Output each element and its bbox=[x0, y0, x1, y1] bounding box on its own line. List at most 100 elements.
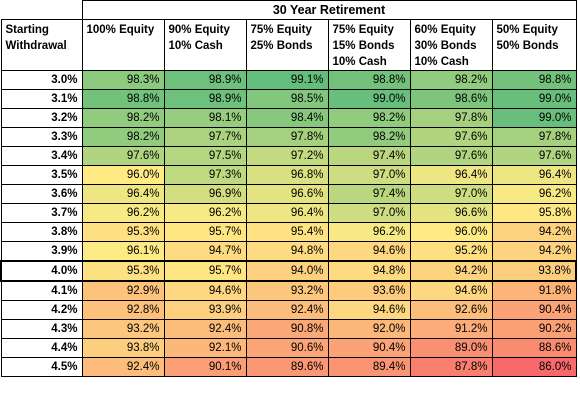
withdrawal-rate-cell[interactable]: 3.2% bbox=[0, 108, 83, 128]
success-rate-cell[interactable]: 96.0% bbox=[81, 165, 165, 185]
withdrawal-rate-cell[interactable]: 3.6% bbox=[0, 184, 83, 204]
success-rate-cell[interactable]: 98.4% bbox=[245, 108, 329, 128]
success-rate-cell[interactable]: 96.2% bbox=[327, 222, 411, 242]
success-rate-cell[interactable]: 92.6% bbox=[409, 300, 493, 320]
withdrawal-rate-cell[interactable]: 4.4% bbox=[0, 338, 83, 358]
success-rate-cell[interactable]: 94.6% bbox=[409, 280, 493, 301]
success-rate-cell[interactable]: 91.8% bbox=[491, 280, 577, 301]
success-rate-cell[interactable]: 96.2% bbox=[81, 203, 165, 223]
success-rate-cell[interactable]: 90.6% bbox=[245, 338, 329, 358]
success-rate-cell[interactable]: 94.8% bbox=[327, 260, 411, 282]
success-rate-cell[interactable]: 95.4% bbox=[245, 222, 329, 242]
success-rate-cell[interactable]: 96.6% bbox=[409, 203, 493, 223]
success-rate-cell[interactable]: 94.2% bbox=[409, 260, 493, 282]
success-rate-cell[interactable]: 92.0% bbox=[327, 319, 411, 339]
table-title[interactable]: 30 Year Retirement bbox=[81, 0, 577, 20]
success-rate-cell[interactable]: 96.2% bbox=[163, 203, 247, 223]
success-rate-cell[interactable]: 93.2% bbox=[81, 319, 165, 339]
success-rate-cell[interactable]: 94.8% bbox=[245, 241, 329, 262]
success-rate-cell[interactable]: 99.0% bbox=[491, 108, 577, 128]
success-rate-cell[interactable]: 93.6% bbox=[327, 280, 411, 301]
success-rate-cell[interactable]: 94.6% bbox=[327, 300, 411, 320]
success-rate-cell[interactable]: 92.4% bbox=[81, 357, 165, 377]
success-rate-cell[interactable]: 96.2% bbox=[491, 184, 577, 204]
success-rate-cell[interactable]: 97.3% bbox=[163, 165, 247, 185]
success-rate-cell[interactable]: 89.6% bbox=[245, 357, 329, 377]
success-rate-cell[interactable]: 98.8% bbox=[81, 89, 165, 109]
success-rate-cell[interactable]: 95.3% bbox=[81, 260, 165, 282]
header-allocation-3[interactable]: 75% Equity 25% Bonds bbox=[245, 19, 329, 71]
success-rate-cell[interactable]: 95.2% bbox=[409, 241, 493, 262]
success-rate-cell[interactable]: 97.0% bbox=[327, 165, 411, 185]
success-rate-cell[interactable]: 92.4% bbox=[163, 319, 247, 339]
success-rate-cell[interactable]: 92.9% bbox=[81, 280, 165, 301]
header-allocation-6[interactable]: 50% Equity 50% Bonds bbox=[491, 19, 577, 71]
success-rate-cell[interactable]: 96.8% bbox=[245, 165, 329, 185]
success-rate-cell[interactable]: 97.0% bbox=[409, 184, 493, 204]
success-rate-cell[interactable]: 97.7% bbox=[163, 127, 247, 147]
withdrawal-rate-cell[interactable]: 3.5% bbox=[0, 165, 83, 185]
success-rate-cell[interactable]: 98.9% bbox=[163, 70, 247, 90]
success-rate-cell[interactable]: 92.4% bbox=[245, 300, 329, 320]
withdrawal-rate-cell[interactable]: 3.0% bbox=[0, 70, 83, 90]
success-rate-cell[interactable]: 97.5% bbox=[163, 146, 247, 166]
success-rate-cell[interactable]: 98.9% bbox=[163, 89, 247, 109]
success-rate-cell[interactable]: 98.3% bbox=[81, 70, 165, 90]
success-rate-cell[interactable]: 94.0% bbox=[245, 260, 329, 282]
success-rate-cell[interactable]: 95.7% bbox=[163, 222, 247, 242]
success-rate-cell[interactable]: 90.4% bbox=[491, 300, 577, 320]
success-rate-cell[interactable]: 93.2% bbox=[245, 280, 329, 301]
withdrawal-rate-cell[interactable]: 4.3% bbox=[0, 319, 83, 339]
success-rate-cell[interactable]: 96.4% bbox=[491, 165, 577, 185]
success-rate-cell[interactable]: 98.2% bbox=[81, 127, 165, 147]
success-rate-cell[interactable]: 90.2% bbox=[491, 319, 577, 339]
success-rate-cell[interactable]: 94.7% bbox=[163, 241, 247, 262]
success-rate-cell[interactable]: 97.8% bbox=[245, 127, 329, 147]
success-rate-cell[interactable]: 98.8% bbox=[327, 70, 411, 90]
success-rate-cell[interactable]: 90.4% bbox=[327, 338, 411, 358]
success-rate-cell[interactable]: 90.8% bbox=[245, 319, 329, 339]
success-rate-cell[interactable]: 96.1% bbox=[81, 241, 165, 262]
withdrawal-rate-cell[interactable]: 4.5% bbox=[0, 357, 83, 377]
success-rate-cell[interactable]: 99.1% bbox=[245, 70, 329, 90]
success-rate-cell[interactable]: 93.8% bbox=[81, 338, 165, 358]
success-rate-cell[interactable]: 90.1% bbox=[163, 357, 247, 377]
header-allocation-4[interactable]: 75% Equity 15% Bonds 10% Cash bbox=[327, 19, 411, 71]
success-rate-cell[interactable]: 97.6% bbox=[81, 146, 165, 166]
success-rate-cell[interactable]: 97.4% bbox=[327, 184, 411, 204]
success-rate-cell[interactable]: 91.2% bbox=[409, 319, 493, 339]
success-rate-cell[interactable]: 98.2% bbox=[409, 70, 493, 90]
success-rate-cell[interactable]: 97.8% bbox=[409, 108, 493, 128]
success-rate-cell[interactable]: 92.1% bbox=[163, 338, 247, 358]
withdrawal-rate-cell[interactable]: 4.2% bbox=[0, 300, 83, 320]
success-rate-cell[interactable]: 96.4% bbox=[81, 184, 165, 204]
success-rate-cell[interactable]: 88.6% bbox=[491, 338, 577, 358]
withdrawal-rate-cell[interactable]: 3.9% bbox=[0, 241, 83, 262]
blank-corner-cell[interactable] bbox=[1, 0, 83, 20]
success-rate-cell[interactable]: 95.8% bbox=[491, 203, 577, 223]
header-allocation-1[interactable]: 100% Equity bbox=[81, 19, 165, 71]
success-rate-cell[interactable]: 96.9% bbox=[163, 184, 247, 204]
success-rate-cell[interactable]: 98.6% bbox=[409, 89, 493, 109]
success-rate-cell[interactable]: 97.6% bbox=[409, 146, 493, 166]
success-rate-cell[interactable]: 98.2% bbox=[327, 108, 411, 128]
success-rate-cell[interactable]: 95.7% bbox=[163, 260, 247, 282]
success-rate-cell[interactable]: 96.4% bbox=[245, 203, 329, 223]
success-rate-cell[interactable]: 97.6% bbox=[409, 127, 493, 147]
success-rate-cell[interactable]: 94.2% bbox=[491, 241, 577, 262]
success-rate-cell[interactable]: 93.9% bbox=[163, 300, 247, 320]
success-rate-cell[interactable]: 89.0% bbox=[409, 338, 493, 358]
withdrawal-rate-cell[interactable]: 4.1% bbox=[0, 280, 83, 301]
success-rate-cell[interactable]: 98.8% bbox=[491, 70, 577, 90]
success-rate-cell[interactable]: 87.8% bbox=[409, 357, 493, 377]
success-rate-cell[interactable]: 99.0% bbox=[491, 89, 577, 109]
success-rate-cell[interactable]: 97.4% bbox=[327, 146, 411, 166]
withdrawal-rate-cell[interactable]: 3.3% bbox=[0, 127, 83, 147]
success-rate-cell[interactable]: 96.0% bbox=[409, 222, 493, 242]
header-allocation-5[interactable]: 60% Equity 30% Bonds 10% Cash bbox=[409, 19, 493, 71]
success-rate-cell[interactable]: 94.2% bbox=[491, 222, 577, 242]
success-rate-cell[interactable]: 98.1% bbox=[163, 108, 247, 128]
success-rate-cell[interactable]: 99.0% bbox=[327, 89, 411, 109]
success-rate-cell[interactable]: 97.6% bbox=[491, 146, 577, 166]
success-rate-cell[interactable]: 97.2% bbox=[245, 146, 329, 166]
